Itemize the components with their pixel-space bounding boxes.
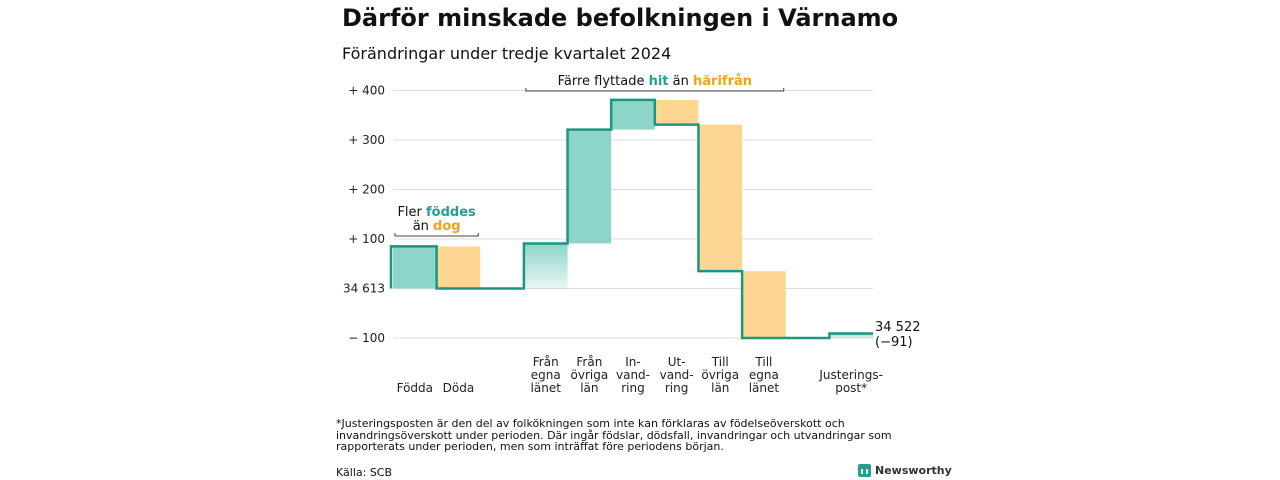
x-tick-label: egna xyxy=(531,368,561,382)
x-tick-label: övriga xyxy=(571,368,609,382)
end-label-line: (−91) xyxy=(875,335,913,350)
annotation-segment: än xyxy=(669,74,693,89)
x-tick-label: ring xyxy=(621,381,645,395)
x-tick-label: egna xyxy=(749,368,779,382)
decrease-bar xyxy=(436,246,481,289)
decrease-bar xyxy=(742,271,786,338)
x-tick-label: övriga xyxy=(701,368,739,382)
increase-bar xyxy=(611,99,655,130)
annotation-segment: än xyxy=(413,219,433,234)
y-tick-label: + 400 xyxy=(348,84,385,98)
annotation-segment: Färre flyttade xyxy=(558,74,649,89)
decrease-bar xyxy=(654,99,699,125)
annotation-text: än dog xyxy=(413,219,461,234)
x-tick-label: vand- xyxy=(660,368,694,382)
y-tick-label: + 100 xyxy=(348,232,385,246)
x-tick-label: Till xyxy=(754,355,772,369)
footnote: *Justeringsposten är den del av folkökni… xyxy=(336,417,892,453)
x-tick-label: Döda xyxy=(443,381,475,395)
y-tick-label: + 200 xyxy=(348,183,385,197)
x-tick-label: post* xyxy=(835,381,867,395)
annotation-segment: Fler xyxy=(397,205,426,220)
y-tick-label: + 300 xyxy=(348,133,385,147)
end-value-label: 34 522(−91) xyxy=(875,320,921,350)
x-tick-label: ring xyxy=(665,381,689,395)
x-tick-label: Justerings- xyxy=(818,368,883,382)
x-tick-label: län xyxy=(711,381,729,395)
end-label-line: 34 522 xyxy=(875,320,921,335)
x-tick-label: Från xyxy=(576,355,602,369)
brand-name: Newsworthy xyxy=(875,464,952,477)
annotation-bracket xyxy=(394,233,479,237)
decrease-bar xyxy=(698,124,743,272)
increase-bar xyxy=(523,243,568,289)
x-tick-label: län xyxy=(580,381,598,395)
y-tick-label: 34 613 xyxy=(343,282,385,296)
y-axis: + 400 + 300 + 200 + 100 34 613 − 100 xyxy=(343,84,385,346)
x-tick-label: In- xyxy=(625,355,640,369)
annotation-bracket xyxy=(525,88,785,92)
chart-subtitle: Förändringar under tredje kvartalet 2024 xyxy=(342,44,672,63)
annotation-highlight: föddes xyxy=(426,205,476,220)
increase-bar xyxy=(393,246,437,289)
x-tick-label: Från xyxy=(533,355,559,369)
annotation-highlight: dog xyxy=(433,219,461,234)
newsworthy-icon xyxy=(858,464,871,477)
bars xyxy=(393,99,873,338)
x-tick-label: Till xyxy=(711,355,729,369)
x-tick-label: Ut- xyxy=(668,355,686,369)
increase-bar xyxy=(567,129,612,244)
x-tick-label: Födda xyxy=(397,381,433,395)
running-total-line xyxy=(389,98,873,340)
annotation-highlight: härifrån xyxy=(693,74,752,89)
x-tick-label: länet xyxy=(749,381,780,395)
brand-logo: Newsworthy xyxy=(858,464,952,477)
y-tick-label: − 100 xyxy=(348,331,385,345)
chart-title: Därför minskade befolkningen i Värnamo xyxy=(342,4,899,32)
annotation-highlight: hit xyxy=(649,74,669,89)
annotation-text: Färre flyttade hit än härifrån xyxy=(558,74,752,89)
source: Källa: SCB xyxy=(336,466,393,479)
annotation-text: Fler föddes xyxy=(397,205,476,220)
x-tick-label: länet xyxy=(531,381,562,395)
x-axis-labels: Födda DödaFrånegnalänetFrånövrigalänIn-va… xyxy=(397,355,883,395)
increase-bar xyxy=(829,333,873,338)
x-tick-label: vand- xyxy=(616,368,650,382)
